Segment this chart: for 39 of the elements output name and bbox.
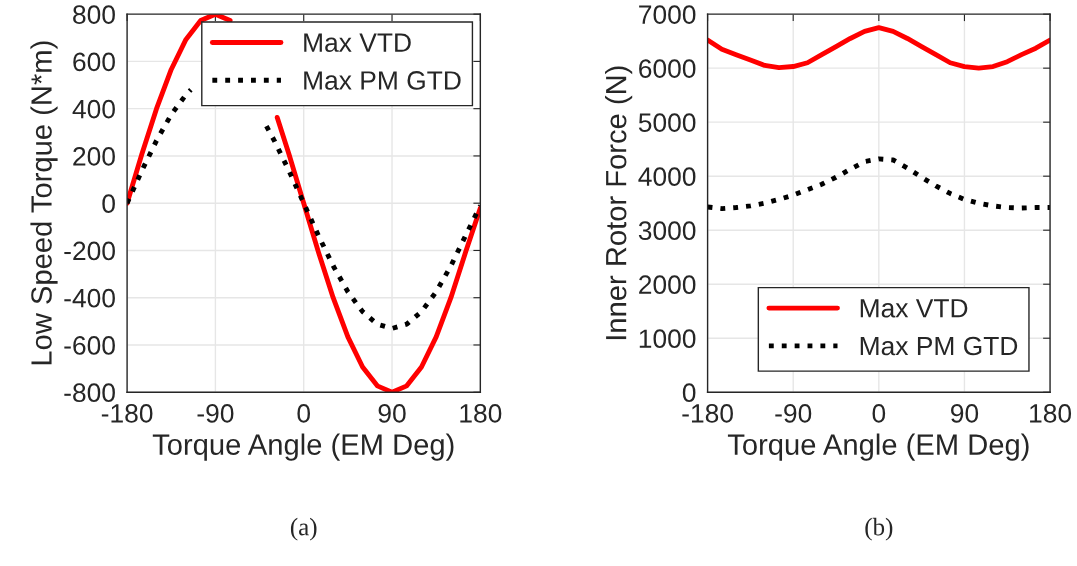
x-tick-label: 0 [297,404,311,423]
legend-label: Max VTD [304,33,411,53]
y-tick-label: -600 [64,336,115,355]
x-tick-label: -180 [682,404,733,423]
x-axis-title: Torque Angle (EM Deg) [152,433,454,461]
x-tick-label: 0 [872,404,886,423]
y-tick-label: 3000 [638,221,696,241]
legend-label: Max PM GTD [304,71,461,90]
text: (a) [290,517,317,541]
y-tick-label: -200 [64,241,115,261]
line-series [707,156,1051,212]
x-tick-label: 180 [460,404,502,423]
y-tick-label: -400 [64,288,115,308]
y-axis-title: Low Speed Torque (N*m) [30,41,58,365]
y-tick-label: 600 [73,52,115,72]
y-tick-label: 0 [102,194,115,214]
legend-label: Max VTD [860,299,968,318]
y-tick-label: 4000 [638,167,696,187]
y-tick-label: 2000 [639,275,696,295]
y-tick-label: -800 [64,383,115,403]
x-axis-title: Torque Angle (EM Deg) [727,433,1029,461]
x-tick-label: 90 [378,404,406,423]
y-tick-label: 5000 [638,113,696,132]
y-tick-label: 6000 [639,59,696,78]
legend-label: Max PM GTD [860,336,1018,356]
y-axis-title: Inner Rotor Force (N) [605,66,633,340]
line-series [707,25,1051,71]
y-tick-label: 800 [73,5,115,24]
x-tick-label: -90 [197,404,234,423]
x-tick-label: 180 [1030,404,1072,423]
x-tick-label: -180 [101,404,153,423]
y-tick-label: 200 [73,147,115,166]
y-tick-label: 400 [72,99,115,119]
y-tick-label: 1000 [639,329,696,349]
x-tick-label: 90 [951,404,979,423]
y-tick-label: 7000 [639,5,696,24]
y-tick-label: 0 [682,383,696,403]
text: (b) [865,517,893,541]
x-tick-label: -90 [775,404,812,423]
